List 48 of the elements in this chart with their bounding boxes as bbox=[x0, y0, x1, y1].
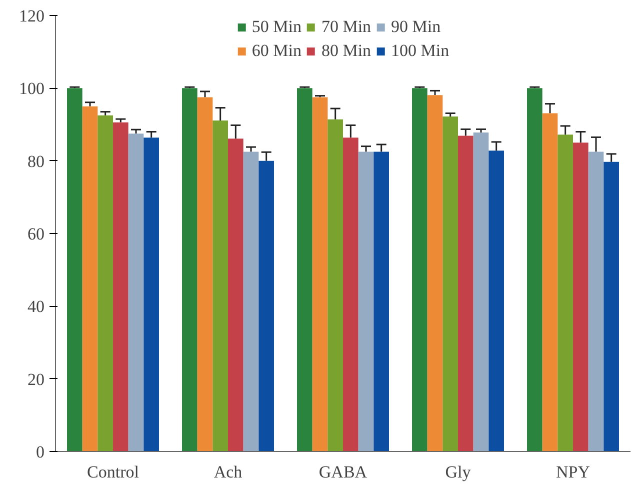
bar bbox=[374, 152, 389, 452]
bar bbox=[573, 142, 588, 452]
y-tick-label: 60 bbox=[28, 224, 44, 244]
x-tick-label: Gly bbox=[445, 462, 472, 482]
bar bbox=[228, 138, 244, 452]
bar bbox=[128, 134, 144, 452]
bar bbox=[442, 116, 458, 452]
x-tick-label: GABA bbox=[318, 462, 368, 482]
bar bbox=[588, 152, 604, 452]
bar bbox=[458, 136, 474, 452]
y-tick-label: 0 bbox=[36, 442, 44, 462]
bar bbox=[558, 134, 573, 452]
legend-label: 50 Min bbox=[252, 17, 302, 37]
legend-label: 80 Min bbox=[321, 41, 372, 61]
bar bbox=[258, 160, 274, 452]
x-tick-label: Ach bbox=[214, 462, 243, 482]
y-tick-label: 120 bbox=[19, 6, 44, 26]
bar bbox=[604, 162, 619, 452]
bar bbox=[312, 97, 328, 452]
bar bbox=[212, 120, 228, 452]
bar bbox=[412, 88, 428, 452]
x-tick-label: NPY bbox=[556, 462, 590, 482]
bar bbox=[542, 113, 558, 452]
bar bbox=[182, 88, 198, 452]
bar bbox=[297, 88, 312, 452]
bar bbox=[488, 150, 504, 452]
x-tick-label: Control bbox=[87, 462, 140, 482]
legend-label: 90 Min bbox=[391, 17, 441, 37]
y-tick-label: 40 bbox=[28, 297, 44, 316]
bar bbox=[427, 95, 443, 452]
bar bbox=[67, 88, 82, 452]
legend-label: 60 Min bbox=[252, 41, 302, 61]
bar bbox=[343, 138, 358, 452]
legend-label: 100 Min bbox=[391, 41, 450, 61]
y-tick-label: 20 bbox=[28, 370, 44, 389]
legend-label: 70 Min bbox=[321, 17, 372, 37]
bar bbox=[358, 152, 374, 452]
bar bbox=[113, 122, 128, 452]
bar bbox=[197, 97, 213, 452]
bar bbox=[527, 88, 542, 452]
bar bbox=[144, 138, 159, 452]
bar bbox=[98, 115, 113, 452]
y-tick-label: 100 bbox=[19, 79, 44, 98]
bar bbox=[82, 106, 98, 452]
bar bbox=[243, 152, 259, 452]
bar bbox=[328, 119, 343, 452]
y-tick-label: 80 bbox=[28, 152, 44, 171]
bar bbox=[473, 132, 489, 452]
